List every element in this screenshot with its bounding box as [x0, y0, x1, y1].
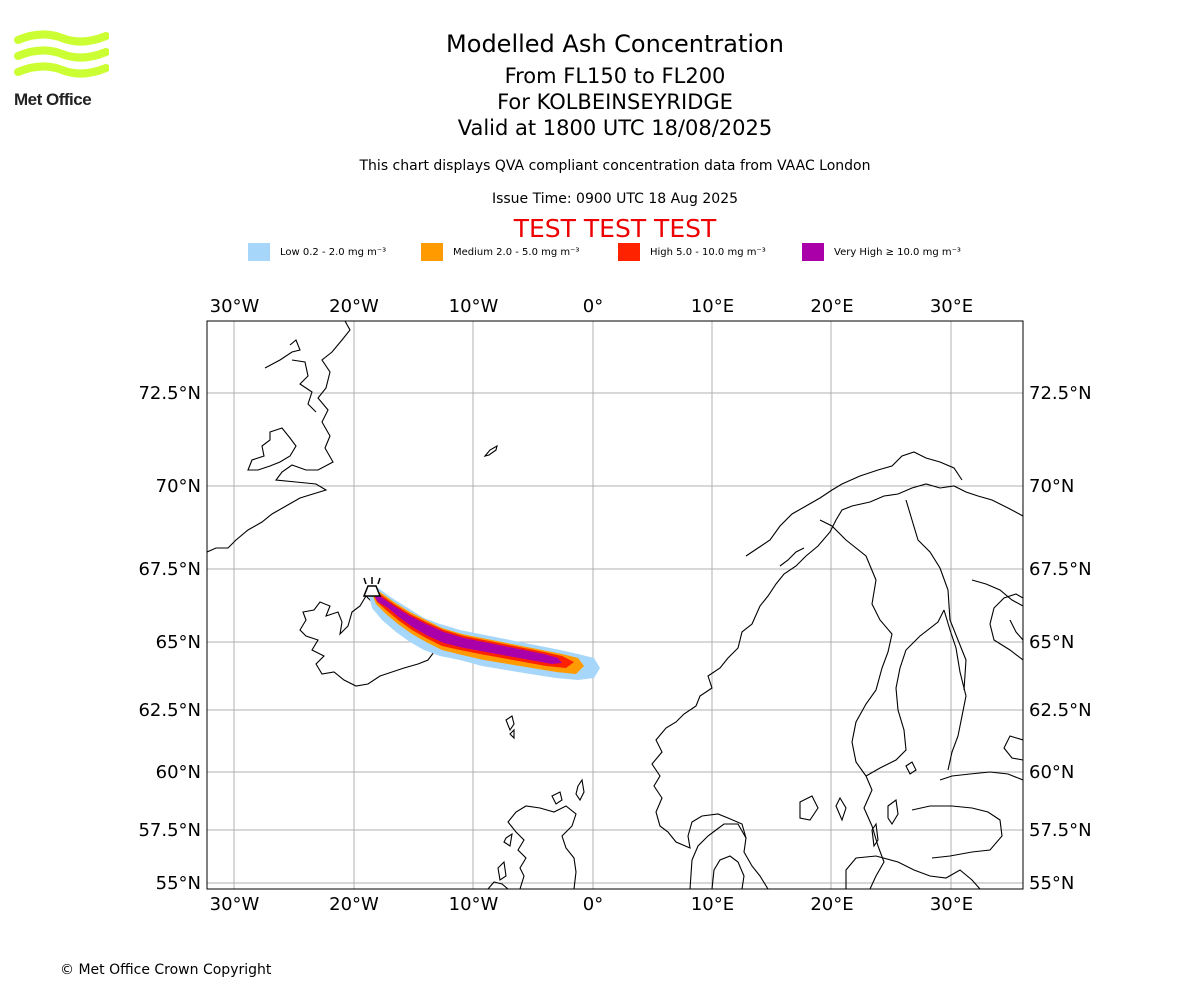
- coast-greenland-fjord-3: [247, 427, 297, 471]
- coast-white-sea: [1009, 619, 1023, 641]
- coast-greenland-fjord-2: [291, 359, 317, 413]
- coast-lake-vattern: [835, 796, 847, 822]
- lon-tick-label-20e-top: 20°E: [810, 296, 853, 317]
- coast-jan-mayen: [483, 444, 498, 457]
- legend-item-low: Low 0.2 - 2.0 mg m⁻³: [248, 243, 386, 261]
- coast-oland: [871, 822, 879, 848]
- coastlines: [207, 321, 1023, 889]
- legend-label-high: High 5.0 - 10.0 mg m⁻³: [650, 246, 766, 258]
- ash-area-very-high: [374, 596, 562, 664]
- legend-item-very-high: Very High ≥ 10.0 mg m⁻³: [802, 243, 961, 261]
- coast-finland-west: [943, 609, 967, 771]
- lat-tick-label-62-5-left: 62.5°N: [138, 700, 201, 721]
- legend-label-very-high: Very High ≥ 10.0 mg m⁻³: [834, 246, 961, 258]
- lat-tick-label-60-left: 60°N: [156, 762, 201, 783]
- coast-estonia: [911, 805, 1003, 859]
- lat-tick-label-57-5-right: 57.5°N: [1029, 820, 1092, 841]
- legend-swatch-high: [618, 243, 640, 261]
- legend-swatch-very-high: [802, 243, 824, 261]
- lat-tick-label-67-5-right: 67.5°N: [1029, 559, 1092, 580]
- lat-tick-label-72-5-left: 72.5°N: [138, 383, 201, 404]
- test-banner: TEST TEST TEST: [513, 214, 717, 243]
- coast-ireland-top: [487, 881, 509, 889]
- issue-time: Issue Time: 0900 UTC 18 Aug 2025: [491, 191, 739, 207]
- lon-tick-label-20w-top: 20°W: [329, 296, 379, 317]
- border-sweden-finland: [905, 499, 967, 691]
- met-office-logo: Met Office: [14, 30, 110, 112]
- coast-lake-vanern: [799, 795, 819, 821]
- lat-tick-label-67-5-left: 67.5°N: [138, 559, 201, 580]
- coast-norway: [651, 483, 1023, 849]
- coast-hebrides-2: [497, 860, 507, 881]
- lon-tick-label-10e-bottom: 10°E: [691, 894, 734, 915]
- lon-tick-label-20e-bottom: 20°E: [810, 894, 853, 915]
- coast-kola-north: [971, 579, 1023, 607]
- lat-tick-label-72-5-right: 72.5°N: [1029, 383, 1092, 404]
- copyright-notice: © Met Office Crown Copyright: [60, 962, 272, 978]
- legend-swatch-low: [248, 243, 270, 261]
- lat-tick-label-55-left: 55°N: [156, 873, 201, 894]
- lon-tick-label-10w-top: 10°W: [449, 296, 499, 317]
- lon-tick-label-0-bottom: 0°: [583, 894, 603, 915]
- coast-hebrides: [503, 832, 513, 847]
- chart-title: Modelled Ash Concentration: [446, 30, 784, 58]
- coast-orkney: [551, 791, 563, 805]
- concentration-legend: Low 0.2 - 2.0 mg m⁻³ Medium 2.0 - 5.0 mg…: [0, 243, 1200, 265]
- lon-tick-label-30w-top: 30°W: [210, 296, 260, 317]
- valid-time: Valid at 1800 UTC 18/08/2025: [457, 116, 773, 140]
- lon-tick-label-30w-bottom: 30°W: [210, 894, 260, 915]
- coast-kola: [989, 593, 1023, 661]
- lon-tick-label-20w-bottom: 20°W: [329, 894, 379, 915]
- lat-tick-label-70-left: 70°N: [156, 476, 201, 497]
- coast-aland: [905, 761, 917, 775]
- lon-tick-label-30e-top: 30°E: [930, 296, 973, 317]
- coast-scotland: [507, 805, 577, 889]
- coast-greenland: [207, 321, 351, 553]
- coast-denmark: [711, 855, 745, 889]
- ash-plume: [368, 588, 600, 680]
- logo-text: Met Office: [14, 90, 92, 109]
- lat-tick-label-55-right: 55°N: [1029, 873, 1074, 894]
- lon-tick-label-30e-bottom: 30°E: [930, 894, 973, 915]
- lat-tick-label-65-right: 65°N: [1029, 632, 1074, 653]
- map-gridlines: [207, 321, 1023, 889]
- coast-lofoten: [779, 547, 805, 567]
- coast-baltic-east: [939, 771, 1023, 781]
- volcano-icon: [362, 577, 382, 597]
- coast-gulf-of-bothnia: [865, 609, 945, 777]
- lat-tick-label-60-right: 60°N: [1029, 762, 1074, 783]
- coast-latvia: [845, 855, 981, 889]
- coast-gotland: [887, 799, 899, 826]
- flight-level-range: From FL150 to FL200: [504, 64, 726, 88]
- lon-tick-label-10e-top: 10°E: [691, 296, 734, 317]
- coast-shetland: [575, 778, 585, 802]
- lat-tick-label-62-5-right: 62.5°N: [1029, 700, 1092, 721]
- legend-item-medium: Medium 2.0 - 5.0 mg m⁻³: [421, 243, 579, 261]
- coast-faroes-2: [509, 728, 515, 740]
- legend-label-low: Low 0.2 - 2.0 mg m⁻³: [280, 246, 387, 258]
- volcano-location: For KOLBEINSEYRIDGE: [497, 90, 733, 114]
- lon-tick-label-10w-bottom: 10°W: [449, 894, 499, 915]
- border-norway-sweden: [819, 519, 893, 777]
- lat-tick-label-65-left: 65°N: [156, 632, 201, 653]
- lat-tick-label-57-5-left: 57.5°N: [138, 820, 201, 841]
- coast-greenland-fjord-1: [264, 339, 301, 369]
- lat-tick-label-70-right: 70°N: [1029, 476, 1074, 497]
- map-frame: [206, 320, 1024, 890]
- tick-labels: 30°W 30°W 20°W 20°W 10°W 10°W 0° 0° 10°E 10°E 20°E…: [138, 296, 1091, 915]
- coast-sweden-south: [863, 775, 885, 889]
- coast-faroes: [505, 715, 515, 732]
- coast-scandinavia: [689, 823, 769, 889]
- chart-description: This chart displays QVA compliant concen…: [359, 158, 871, 174]
- ash-area-high: [373, 594, 574, 668]
- legend-label-medium: Medium 2.0 - 5.0 mg m⁻³: [453, 246, 580, 258]
- legend-swatch-medium: [421, 243, 443, 261]
- coast-norway-north-fjords: [745, 451, 963, 557]
- lon-tick-label-0-top: 0°: [583, 296, 603, 317]
- legend-item-high: High 5.0 - 10.0 mg m⁻³: [618, 243, 766, 261]
- coast-lake-ladoga: [1003, 735, 1023, 761]
